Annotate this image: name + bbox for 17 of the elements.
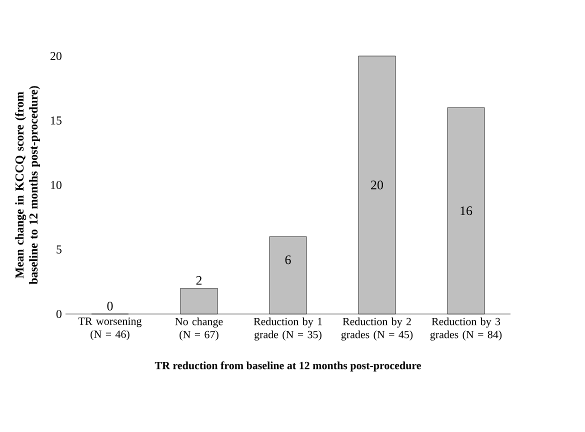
y-tick-label: 10 [51,180,62,190]
x-tick-label: No change (N = 67) [175,318,223,341]
y-tick-label: 0 [56,310,62,318]
y-axis-title: Mean change in KCCQ score (from baseline to 12 months post-procedure) [14,86,40,284]
x-tick-label: Reduction by 3 grades (N = 84) [430,318,502,341]
data-label: 6 [285,255,291,264]
x-tick-label: Reduction by 1 grade (N = 35) [254,318,322,341]
data-label: 20 [371,180,384,190]
data-label: 0 [107,302,113,310]
data-label: 2 [196,276,202,285]
y-tick-label: 5 [56,246,62,254]
y-tick-label: 15 [51,116,62,125]
x-tick-label: TR worsening (N = 46) [78,318,142,340]
x-tick-label: Reduction by 2 grades (N = 45) [341,318,413,341]
data-label: 16 [460,206,472,216]
x-axis-title: TR reduction from baseline at 12 months post-procedure [154,361,421,372]
y-tick-label: 20 [50,52,62,60]
